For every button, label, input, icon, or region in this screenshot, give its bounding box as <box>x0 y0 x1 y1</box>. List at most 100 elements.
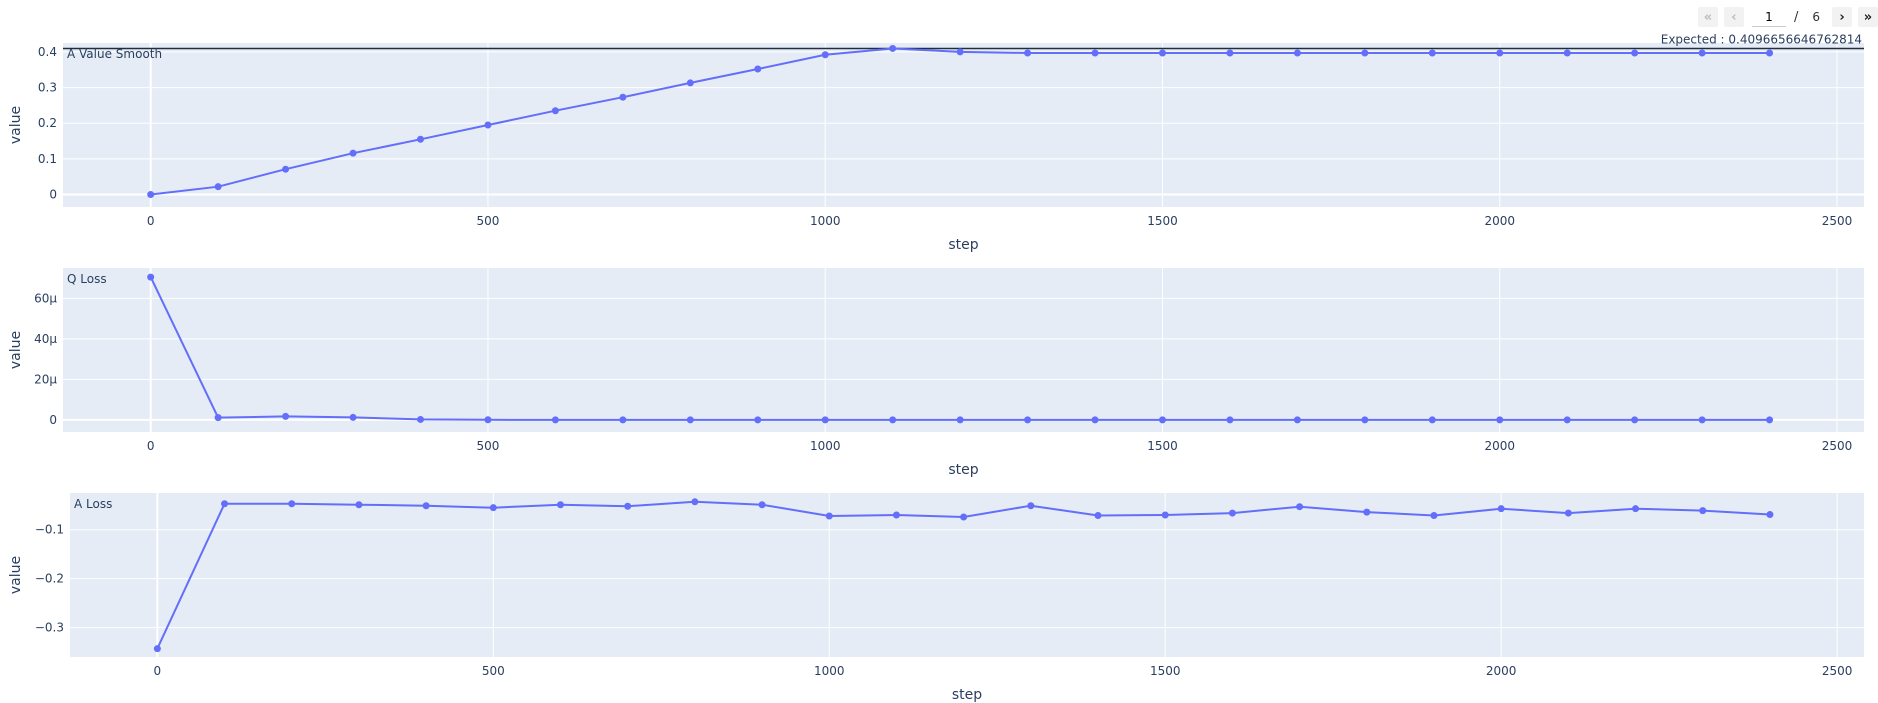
data-point[interactable] <box>153 645 161 653</box>
data-point[interactable] <box>960 513 968 521</box>
plot-background <box>70 493 1864 657</box>
data-point[interactable] <box>551 107 559 115</box>
data-point[interactable] <box>1228 509 1236 517</box>
first-page-button[interactable]: « <box>1697 7 1718 27</box>
x-tick-label: 0 <box>147 439 155 453</box>
data-point[interactable] <box>422 502 430 510</box>
data-point[interactable] <box>551 416 559 424</box>
chart-3: −0.1 −0.2 −0.3 0 500 1000 1500 2000 2500 A Loss st… <box>8 493 1864 703</box>
page-separator: / <box>1793 9 1799 25</box>
data-point[interactable] <box>1766 416 1774 424</box>
data-point[interactable] <box>1361 49 1369 57</box>
data-point[interactable] <box>349 413 357 421</box>
data-point[interactable] <box>956 48 964 56</box>
data-point[interactable] <box>1293 49 1301 57</box>
pagination: « ‹ / 6 › » <box>1692 6 1878 28</box>
data-point[interactable] <box>1698 416 1706 424</box>
data-point[interactable] <box>489 504 497 512</box>
y-tick-label: −0.3 <box>35 621 64 635</box>
data-point[interactable] <box>821 51 829 59</box>
data-point[interactable] <box>686 79 694 87</box>
data-point[interactable] <box>1497 505 1505 513</box>
data-point[interactable] <box>1430 512 1438 520</box>
data-point[interactable] <box>1428 416 1436 424</box>
plot-background <box>63 268 1864 432</box>
data-point[interactable] <box>484 121 492 129</box>
y-tick-label: −0.2 <box>35 572 64 586</box>
chart-title: A Value Smooth <box>67 47 162 61</box>
data-point[interactable] <box>1296 503 1304 511</box>
data-point[interactable] <box>147 273 155 281</box>
data-point[interactable] <box>1766 511 1774 519</box>
page-number-input[interactable] <box>1751 7 1786 27</box>
data-point[interactable] <box>417 135 425 143</box>
x-tick-label: 1000 <box>810 439 841 453</box>
data-point[interactable] <box>1091 49 1099 57</box>
data-point[interactable] <box>619 93 627 101</box>
data-point[interactable] <box>1363 508 1371 516</box>
data-point[interactable] <box>1024 49 1032 57</box>
data-point[interactable] <box>956 416 964 424</box>
data-point[interactable] <box>825 512 833 520</box>
x-tick-label: 1500 <box>1150 664 1181 678</box>
data-point[interactable] <box>1158 49 1166 57</box>
data-point[interactable] <box>624 502 632 510</box>
data-point[interactable] <box>1563 49 1571 57</box>
data-point[interactable] <box>484 416 492 424</box>
prev-page-button[interactable]: ‹ <box>1723 7 1744 27</box>
data-point[interactable] <box>1091 416 1099 424</box>
data-point[interactable] <box>1293 416 1301 424</box>
data-point[interactable] <box>1496 49 1504 57</box>
data-point[interactable] <box>1698 49 1706 57</box>
data-point[interactable] <box>214 183 222 191</box>
data-point[interactable] <box>1027 502 1035 510</box>
data-point[interactable] <box>1161 511 1169 519</box>
data-point[interactable] <box>221 500 229 508</box>
chart-1: 0 0.1 0.2 0.3 0.4 0 500 1000 1500 2000 2500 Expecte… <box>8 32 1864 253</box>
data-point[interactable] <box>1158 416 1166 424</box>
next-page-button[interactable]: › <box>1832 7 1852 27</box>
data-point[interactable] <box>1631 416 1639 424</box>
data-point[interactable] <box>1226 416 1234 424</box>
data-point[interactable] <box>686 416 694 424</box>
data-point[interactable] <box>758 501 766 509</box>
chart-title: Q Loss <box>67 272 107 286</box>
x-tick-label: 1500 <box>1147 439 1178 453</box>
data-point[interactable] <box>821 416 829 424</box>
data-point[interactable] <box>214 414 222 422</box>
data-point[interactable] <box>892 511 900 519</box>
data-point[interactable] <box>1094 512 1102 520</box>
data-point[interactable] <box>1766 49 1774 57</box>
data-point[interactable] <box>1024 416 1032 424</box>
data-point[interactable] <box>1632 505 1640 513</box>
data-point[interactable] <box>1361 416 1369 424</box>
chart-2: 0 20μ 40μ 60μ 0 500 1000 1500 2000 2500 Q Loss step… <box>8 268 1864 478</box>
x-tick-label: 500 <box>477 439 500 453</box>
data-point[interactable] <box>691 498 699 506</box>
data-point[interactable] <box>1226 49 1234 57</box>
data-point[interactable] <box>1699 507 1707 515</box>
data-point[interactable] <box>147 191 155 199</box>
data-point[interactable] <box>889 416 897 424</box>
last-page-button[interactable]: » <box>1858 7 1878 27</box>
data-point[interactable] <box>754 416 762 424</box>
data-point[interactable] <box>349 149 357 157</box>
data-point[interactable] <box>556 501 564 509</box>
data-point[interactable] <box>1496 416 1504 424</box>
data-point[interactable] <box>1428 49 1436 57</box>
x-tick-label: 0 <box>154 664 162 678</box>
data-point[interactable] <box>754 65 762 73</box>
data-point[interactable] <box>889 44 897 52</box>
data-point[interactable] <box>1631 49 1639 57</box>
data-point[interactable] <box>355 501 363 509</box>
x-axis-title: step <box>952 687 982 703</box>
data-point[interactable] <box>1564 509 1572 517</box>
data-point[interactable] <box>288 500 296 508</box>
data-point[interactable] <box>619 416 627 424</box>
data-point[interactable] <box>1563 416 1571 424</box>
x-tick-label: 500 <box>477 214 500 228</box>
data-point[interactable] <box>282 165 290 173</box>
data-point[interactable] <box>417 415 425 423</box>
data-point[interactable] <box>282 412 290 420</box>
reference-line-label: Expected : 0.4096656646762814 <box>1661 32 1862 46</box>
